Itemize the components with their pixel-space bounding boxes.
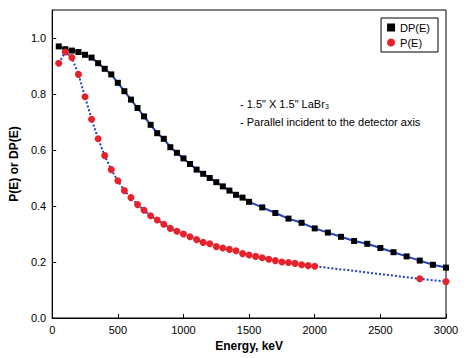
svg-text:0.6: 0.6 [31,144,46,156]
svg-text:- 1.5" X 1.5" LaBr₃: - 1.5" X 1.5" LaBr₃ [240,98,329,110]
svg-text:0.2: 0.2 [31,256,46,268]
svg-text:0: 0 [49,324,55,336]
svg-text:1.0: 1.0 [31,32,46,44]
svg-text:P(E): P(E) [400,37,422,49]
svg-text:0.0: 0.0 [31,312,46,324]
svg-text:1500: 1500 [237,324,261,336]
svg-text:- Parallel incident to the det: - Parallel incident to the detector axis [240,116,421,128]
svg-text:3000: 3000 [434,324,458,336]
svg-text:DP(E): DP(E) [400,22,430,34]
svg-text:Energy, keV: Energy, keV [215,339,283,353]
svg-text:0.8: 0.8 [31,88,46,100]
svg-text:500: 500 [109,324,127,336]
svg-text:0.4: 0.4 [31,200,46,212]
svg-text:1000: 1000 [171,324,195,336]
svg-text:2000: 2000 [302,324,326,336]
svg-text:2500: 2500 [368,324,392,336]
svg-text:P(E) or DP(E): P(E) or DP(E) [7,126,21,201]
